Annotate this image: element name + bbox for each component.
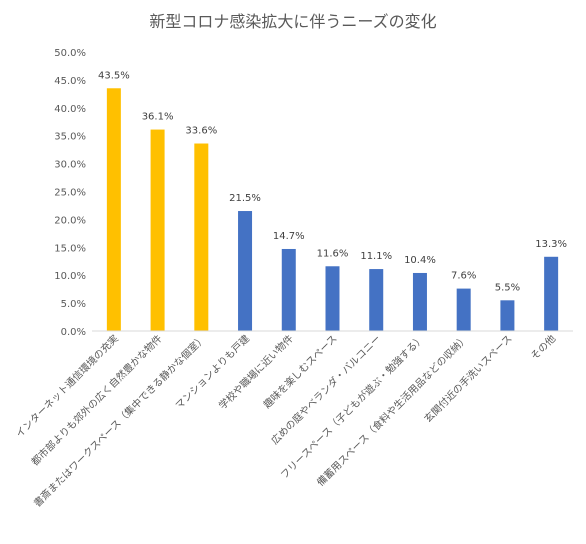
category-label: マンションよりも戸建 [172, 332, 252, 412]
category-label: 趣味を楽しむスペース [261, 332, 340, 411]
bar [150, 129, 165, 331]
bar [281, 248, 296, 331]
category-label: 書斎またはワークスペース（集中できる静かな個室） [31, 332, 209, 510]
bar [412, 272, 427, 331]
y-tick-label: 20.0% [54, 215, 86, 226]
bar [544, 256, 559, 331]
data-label: 14.7% [273, 231, 305, 242]
y-tick-label: 0.0% [61, 327, 86, 338]
data-label: 7.6% [451, 271, 476, 282]
data-labels: 43.5% 36.1% 33.6% 21.5% 14.7% 11.6% 11.1% 10.4%… [98, 70, 567, 293]
data-label: 10.4% [404, 255, 436, 266]
category-label: 学校や職場に近い物件 [216, 332, 296, 412]
bar [194, 143, 209, 331]
bar [325, 266, 340, 331]
data-label: 33.6% [185, 126, 217, 137]
data-label: 13.3% [535, 239, 567, 250]
bar [369, 269, 384, 331]
y-tick-label: 50.0% [54, 48, 86, 59]
bar [500, 300, 515, 331]
category-label: 玄関付近の手洗いスペース [421, 332, 514, 425]
data-label: 11.6% [317, 248, 349, 259]
bar [106, 88, 121, 332]
bar [456, 288, 471, 331]
data-label: 43.5% [98, 70, 130, 81]
y-tick-label: 30.0% [54, 160, 86, 171]
bar [238, 211, 253, 331]
y-tick-label: 10.0% [54, 271, 86, 282]
x-axis: インターネット通信環境の充実都市部よりも郊外の広く自然豊かな物件書斎またはワーク… [13, 330, 573, 510]
y-tick-label: 25.0% [54, 188, 86, 199]
data-label: 36.1% [142, 112, 174, 123]
y-tick-label: 40.0% [54, 104, 86, 115]
y-tick-label: 45.0% [54, 76, 86, 87]
data-label: 11.1% [360, 251, 392, 262]
y-axis: 0.0% 5.0% 10.0% 15.0% 20.0% 25.0% 30.0% 35.0% 40… [54, 48, 86, 338]
bars [106, 88, 559, 332]
data-label: 21.5% [229, 193, 261, 204]
category-label: 備蓄用スペース（食料や生活用品などの収納） [314, 332, 471, 489]
chart-title: 新型コロナ感染拡大に伴うニーズの変化 [149, 12, 436, 31]
y-tick-label: 15.0% [54, 243, 86, 254]
y-tick-label: 5.0% [61, 299, 86, 310]
data-label: 5.5% [495, 282, 520, 293]
y-tick-label: 35.0% [54, 132, 86, 143]
category-label: その他 [528, 332, 558, 362]
